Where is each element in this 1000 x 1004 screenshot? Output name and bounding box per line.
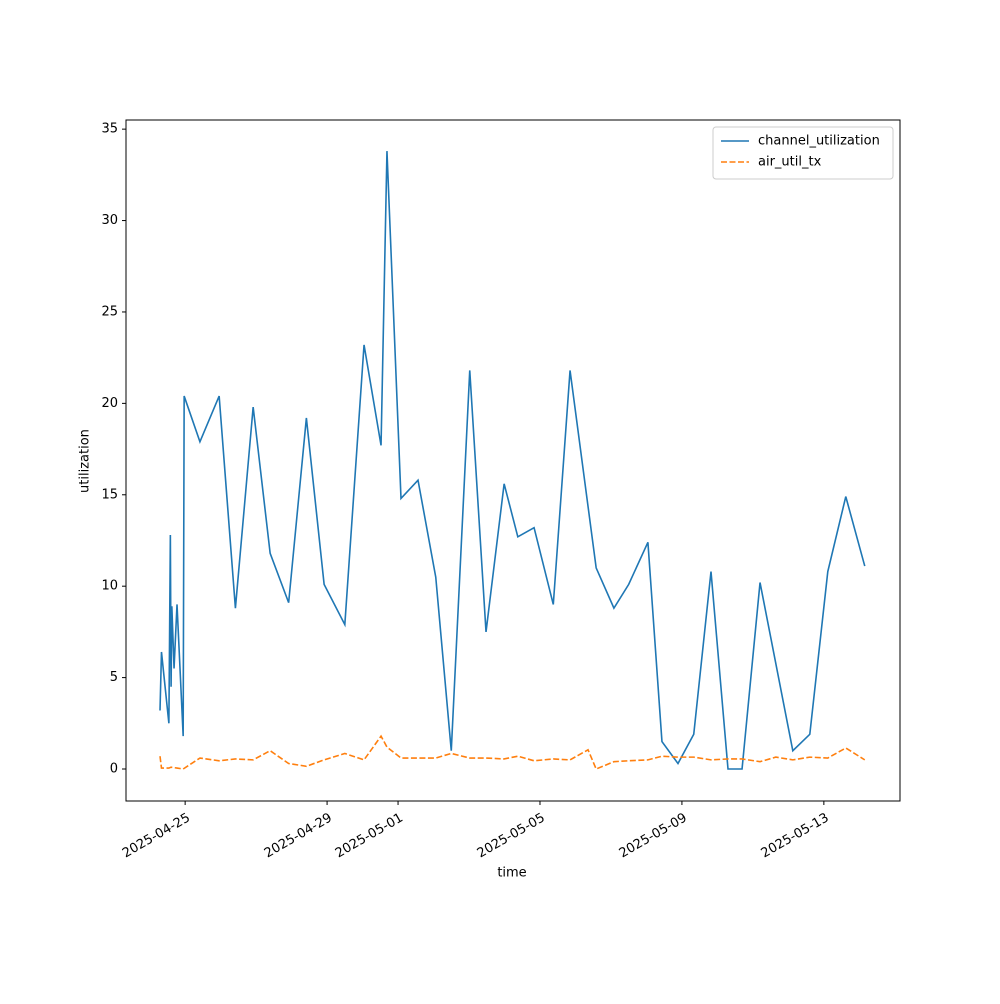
y-tick-label: 5 [110,670,118,685]
y-tick-label: 10 [101,579,118,594]
y-tick-label: 20 [101,396,118,411]
x-tick-label: 2025-05-09 [617,811,690,862]
y-tick-label: 25 [101,304,118,319]
x-tick-label: 2025-05-13 [759,811,832,862]
x-tick-label: 2025-04-29 [262,811,335,862]
series-line [159,151,866,770]
y-axis-label: utilization [78,429,93,493]
legend: channel_utilization air_util_tx [712,126,894,180]
y-tick-label: 30 [101,213,118,228]
y-tick-label: 35 [101,122,118,137]
x-axis-label: time [497,866,526,881]
y-tick-label: 15 [101,487,118,502]
legend-label: air_util_tx [758,155,822,170]
x-tick-label: 2025-05-01 [333,811,406,862]
legend-box [712,126,894,180]
x-tick-label: 2025-05-05 [475,811,548,862]
x-tick-label: 2025-04-25 [120,811,193,862]
legend-label: channel_utilization [758,134,880,149]
plot-frame [125,119,901,802]
series-line [159,734,866,771]
y-tick-label: 0 [110,762,118,777]
